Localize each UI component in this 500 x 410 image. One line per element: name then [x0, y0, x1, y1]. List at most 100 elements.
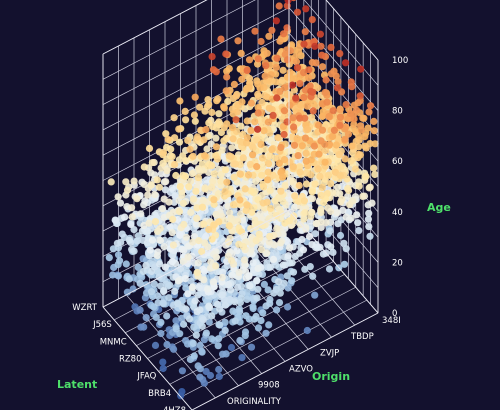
- data-point: [258, 154, 266, 162]
- data-point: [273, 306, 281, 314]
- data-point: [295, 181, 303, 190]
- data-point: [205, 318, 213, 326]
- data-point: [266, 232, 274, 240]
- data-point: [371, 140, 379, 148]
- data-point: [281, 182, 289, 190]
- data-point: [269, 111, 277, 119]
- data-point: [265, 321, 273, 329]
- data-point: [170, 114, 178, 122]
- data-point: [146, 246, 154, 254]
- data-point: [205, 225, 213, 234]
- data-point: [351, 126, 359, 134]
- data-point: [318, 63, 327, 71]
- data-point: [362, 144, 370, 152]
- data-point: [163, 312, 171, 320]
- data-point: [189, 339, 197, 347]
- data-point: [150, 280, 158, 288]
- data-point: [229, 307, 237, 315]
- data-point: [266, 129, 274, 137]
- data-point: [261, 72, 269, 80]
- data-point: [196, 373, 204, 381]
- data-point: [165, 198, 173, 206]
- data-point: [227, 343, 236, 352]
- data-point: [220, 137, 228, 145]
- data-point: [323, 98, 331, 106]
- data-point: [215, 372, 223, 381]
- data-point: [153, 227, 162, 235]
- data-point: [176, 265, 184, 273]
- data-point: [230, 173, 238, 181]
- data-point: [259, 309, 267, 317]
- data-point: [311, 230, 319, 238]
- frame-edge: [102, 0, 208, 55]
- data-point: [105, 254, 113, 262]
- data-point: [118, 230, 126, 238]
- data-point: [298, 142, 306, 150]
- data-point: [342, 245, 350, 253]
- data-point: [348, 83, 356, 91]
- data-point: [228, 271, 236, 279]
- data-point: [186, 315, 194, 323]
- data-point: [231, 298, 239, 306]
- data-point: [125, 236, 133, 244]
- x-tick-label: RZ80: [119, 355, 142, 365]
- data-point: [273, 54, 281, 62]
- data-point: [254, 324, 263, 332]
- data-point: [205, 101, 213, 109]
- data-point: [286, 244, 294, 252]
- data-point: [301, 265, 309, 273]
- data-point: [314, 84, 322, 92]
- data-point: [293, 8, 302, 16]
- data-point: [160, 243, 168, 251]
- data-point: [258, 98, 266, 107]
- data-point: [254, 285, 262, 293]
- data-point: [264, 286, 272, 294]
- data-point: [301, 209, 309, 217]
- data-point: [210, 221, 218, 229]
- data-point: [200, 220, 208, 228]
- data-point: [264, 168, 272, 176]
- data-point: [269, 255, 278, 263]
- data-point: [113, 239, 121, 247]
- data-point: [196, 168, 204, 176]
- data-point: [249, 259, 257, 267]
- data-point: [142, 314, 150, 322]
- data-point: [298, 235, 306, 244]
- data-point: [164, 136, 172, 144]
- data-point: [212, 210, 220, 219]
- data-point: [321, 88, 329, 97]
- data-point: [208, 235, 216, 243]
- data-point: [289, 163, 297, 171]
- data-point: [317, 208, 325, 217]
- data-point: [268, 26, 276, 34]
- data-point: [279, 66, 287, 74]
- data-point: [270, 241, 278, 249]
- data-point: [167, 145, 175, 153]
- data-point: [133, 237, 141, 245]
- data-point: [148, 267, 156, 276]
- data-point: [128, 204, 136, 212]
- data-point: [318, 126, 327, 134]
- data-point: [190, 111, 198, 119]
- data-point: [192, 220, 200, 228]
- frame-edge: [191, 312, 379, 410]
- data-point: [316, 172, 324, 180]
- data-point: [364, 124, 372, 132]
- data-point: [176, 183, 184, 191]
- data-point: [214, 342, 222, 350]
- data-point: [196, 103, 204, 111]
- data-point: [308, 188, 316, 196]
- data-point: [196, 341, 204, 349]
- data-point: [198, 203, 207, 211]
- data-point: [273, 225, 281, 233]
- data-point: [252, 177, 260, 185]
- data-point: [308, 241, 316, 249]
- data-point: [249, 151, 257, 159]
- data-point: [305, 74, 313, 82]
- data-point: [246, 160, 254, 168]
- data-point: [223, 120, 231, 128]
- data-point: [289, 268, 298, 276]
- data-point: [151, 218, 160, 226]
- data-point: [205, 302, 213, 310]
